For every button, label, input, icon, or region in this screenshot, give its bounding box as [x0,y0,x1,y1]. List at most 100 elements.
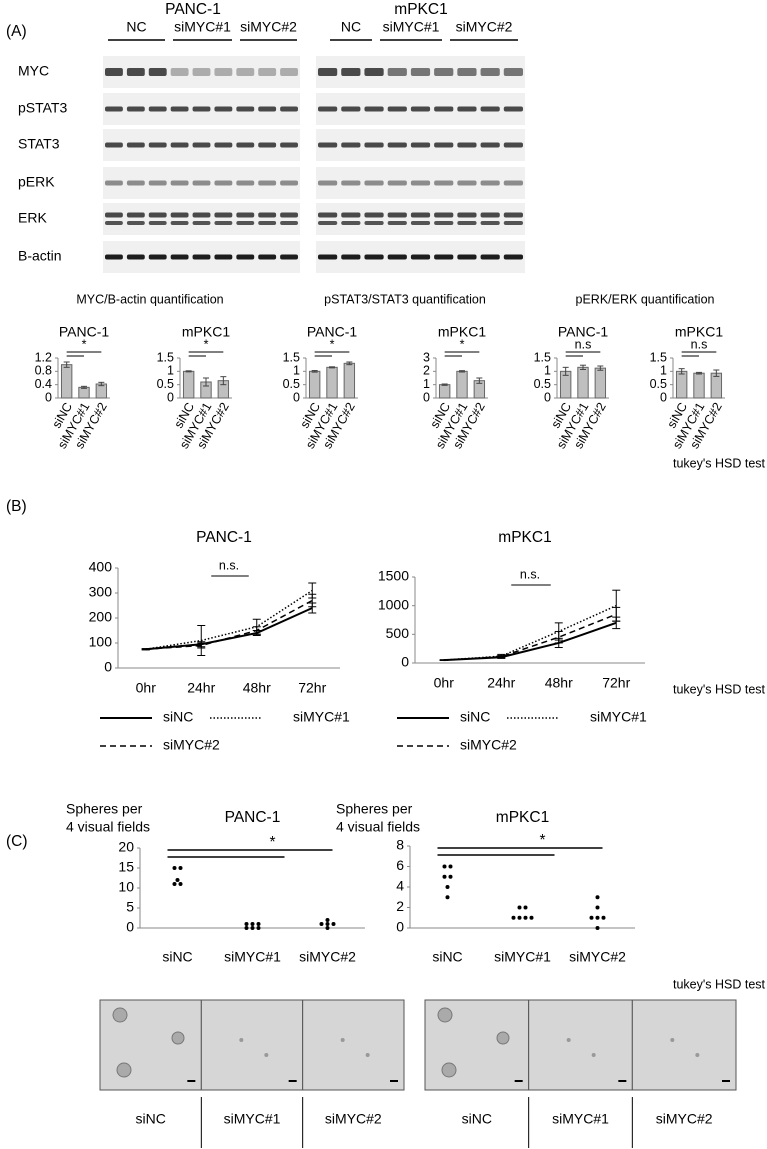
blot-band [318,142,338,148]
y-tick-label: 1.5 [534,350,551,364]
blot-band [258,221,277,225]
series-line [443,604,617,661]
blot-band [341,221,361,225]
blot-band [480,221,500,225]
blot-band [148,221,167,225]
x-tick-label: 0hr [434,675,455,691]
y-tick-label: 2 [423,364,430,378]
y-tick-label: 0.4 [35,377,52,391]
bar [308,370,321,399]
lane-group-label: NC [341,19,361,35]
x-tick-label: 72hr [602,675,630,691]
legend-label: siMYC#2 [163,737,220,753]
blot-band [170,221,189,225]
blot-band [148,212,167,218]
bar [710,372,723,399]
cell [591,1053,596,1057]
blot-band [126,180,145,186]
blot-band [318,106,338,112]
y-tick-label: 15 [118,859,134,875]
blot-band [148,106,167,112]
y-tick-label: 0 [293,390,300,404]
data-point [256,922,261,926]
bar [182,370,195,399]
protein-label: STAT3 [18,136,60,152]
blot-background [103,203,300,235]
scale-bar [288,1080,297,1082]
blot-band [148,180,167,186]
panel-label: (A) [6,23,27,40]
panel-label: (C) [6,833,28,850]
protein-label: ERK [18,210,47,226]
y-tick-label: 400 [89,559,113,575]
blot-band [457,68,477,76]
blot-band [434,212,454,218]
data-point [244,922,249,926]
x-tick-label: 0hr [136,680,157,696]
blot-band [192,142,211,148]
blot-band [280,254,298,260]
blot-background [316,167,525,199]
x-tick-label: siNC [162,949,192,965]
legend-label: siMYC#1 [590,709,647,725]
chart-title: mPKC1 [498,529,551,546]
image-label: siMYC#1 [224,1111,281,1127]
x-tick-label: 48hr [243,680,271,696]
x-tick-label: 48hr [545,675,573,691]
legend-label: siNC [460,709,490,725]
chart-title: mPKC1 [496,809,549,826]
blot-band [214,142,233,148]
data-point [331,922,336,926]
blot-band [214,254,233,260]
bar [577,366,589,399]
blot-band [192,212,211,218]
blot-band [434,180,454,186]
blot-band [318,68,338,76]
data-point [178,882,183,886]
significance: * [539,832,545,849]
blot-band [170,212,189,218]
y-tick-label: 1 [167,364,174,378]
blot-band [434,68,454,76]
data-point [172,882,177,886]
blot-band [364,221,384,225]
blot-band [410,68,431,76]
scale-bar [390,1080,398,1082]
sphere [437,1007,453,1023]
protein-label: B-actin [18,248,62,264]
blot-band [105,254,123,260]
y-tick-label: 0 [396,919,404,935]
blot-band [503,142,523,148]
blot-band [105,106,123,112]
blot-band [434,142,454,148]
blot-band [503,68,523,76]
y-tick-label: 5 [126,899,134,915]
y-tick-label: 0.5 [650,377,667,391]
data-point [244,926,249,930]
blot-band [170,106,189,112]
y-tick-label: 500 [386,625,410,641]
x-tick-label: 24hr [487,675,515,691]
y-tick-label: 0 [45,390,52,404]
x-tick-label: siNC [432,949,462,965]
data-point [448,874,453,879]
blot-band [214,68,233,76]
chart-title: PANC-1 [225,809,281,826]
scale-bar [187,1080,196,1082]
blot-band [258,142,277,148]
bar [60,364,73,399]
bar [326,366,338,399]
bar [456,370,468,399]
blot-band [126,142,145,148]
image-label: siNC [135,1111,165,1127]
significance: n.s. [219,558,239,572]
cell-line-label: mPKC1 [394,1,447,18]
data-point [511,915,516,920]
micrograph [200,999,304,1091]
blot-band [480,180,500,186]
blot-band [387,254,407,260]
significance: n.s. [520,567,540,581]
bar [438,384,451,399]
blot-band [126,68,145,76]
